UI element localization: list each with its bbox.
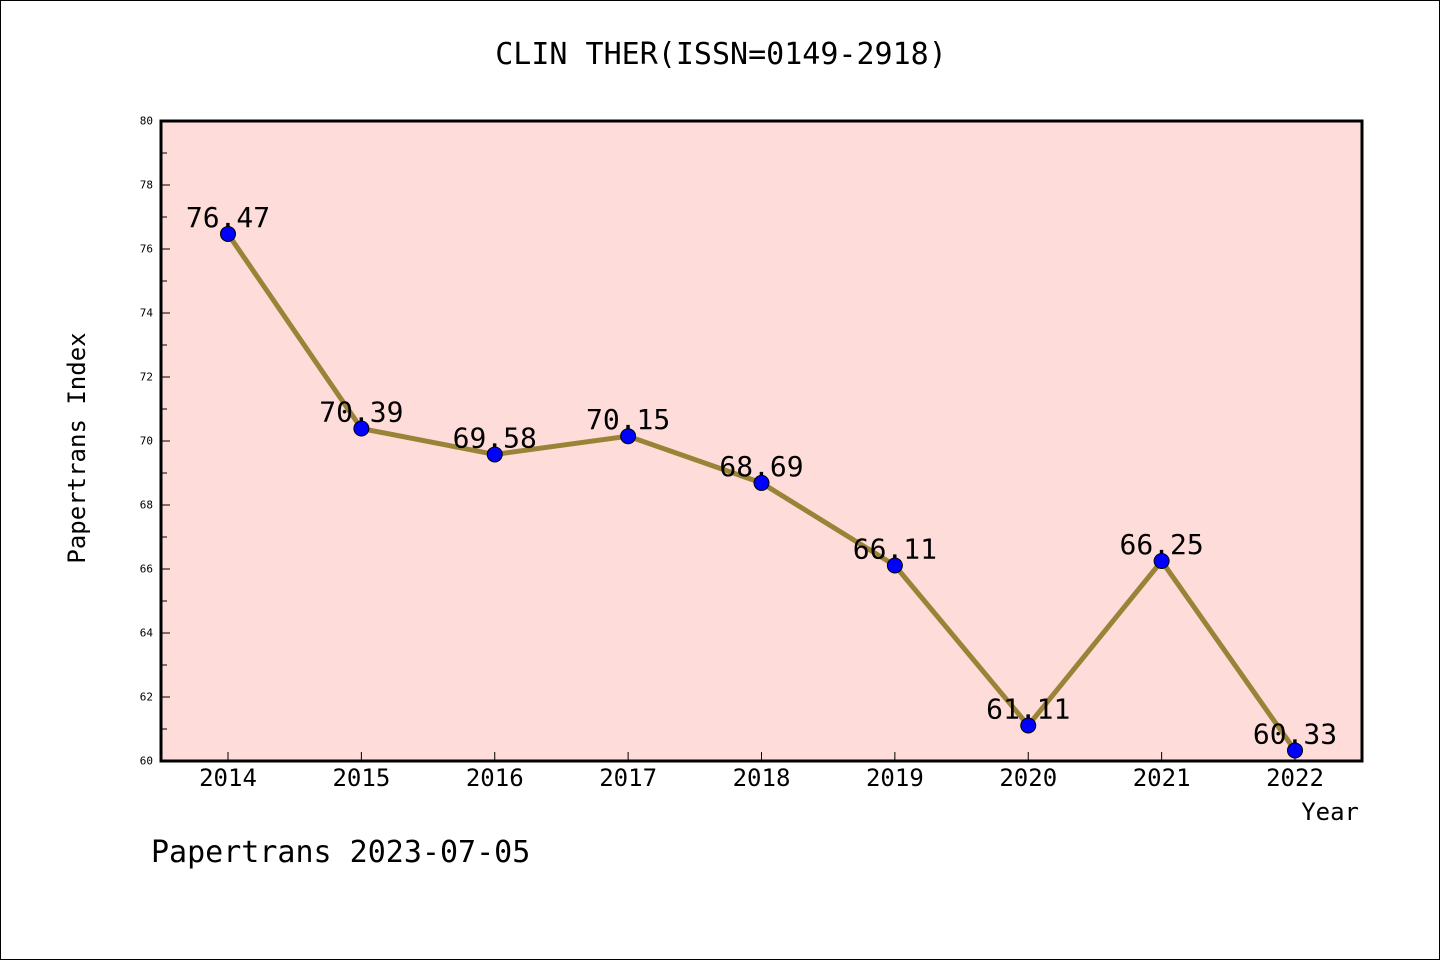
x-tick-label: 2020 (999, 764, 1057, 792)
data-label: 69.58 (453, 421, 537, 454)
data-label: 66.25 (1119, 528, 1203, 561)
x-tick-label: 2018 (733, 764, 791, 792)
chart-title: CLIN THER(ISSN=0149-2918) (495, 37, 947, 72)
y-tick-label: 68 (140, 499, 153, 512)
data-label: 76.47 (186, 201, 270, 234)
y-tick-label: 80 (140, 115, 153, 128)
data-point (620, 428, 637, 445)
y-tick-label: 70 (140, 435, 153, 448)
data-point (486, 446, 503, 463)
data-point (220, 225, 236, 242)
x-tick-label: 2014 (199, 764, 257, 792)
data-point (1287, 742, 1303, 759)
y-tick-label: 66 (140, 563, 153, 576)
data-label: 61.11 (986, 692, 1070, 725)
data-label: 68.69 (719, 450, 803, 483)
data-label: 60.33 (1253, 717, 1337, 750)
data-point (1020, 717, 1037, 734)
data-label: 66.11 (853, 532, 937, 565)
y-tick-label: 74 (140, 307, 154, 320)
y-tick-label: 60 (140, 755, 153, 768)
x-axis-label: Year (1301, 798, 1359, 826)
y-tick-label: 72 (140, 371, 153, 384)
data-point (353, 420, 370, 437)
x-tick-label: 2022 (1266, 764, 1324, 792)
data-point (886, 557, 903, 574)
y-tick-label: 62 (140, 691, 153, 704)
data-point (1153, 553, 1170, 569)
x-tick-label: 2019 (866, 764, 924, 792)
footer-text: Papertrans 2023-07-05 (151, 835, 531, 870)
plot-frame (159, 119, 1364, 763)
x-tick-label: 2016 (466, 764, 524, 792)
plot-area (161, 121, 1362, 761)
data-label: 70.39 (319, 396, 403, 429)
y-tick-label: 64 (140, 627, 154, 640)
x-tick-label: 2021 (1133, 764, 1191, 792)
y-tick-label: 78 (140, 179, 153, 192)
x-tick-label: 2017 (599, 764, 657, 792)
data-label: 70.15 (586, 403, 670, 436)
x-tick-label: 2015 (332, 764, 390, 792)
data-point (753, 474, 770, 491)
y-tick-label: 76 (140, 243, 153, 256)
